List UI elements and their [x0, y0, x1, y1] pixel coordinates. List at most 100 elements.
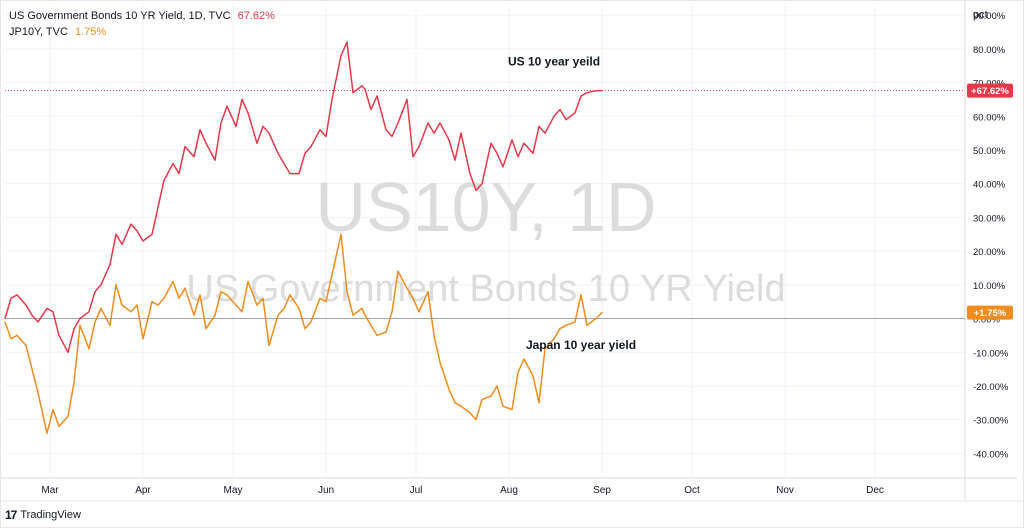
us10y-data-point [481, 183, 483, 185]
us10y-data-point [79, 317, 81, 320]
us10y-data-point [10, 297, 12, 299]
watermark: US10Y, 1D US Government Bonds 10 YR Yiel… [186, 168, 785, 310]
us10y-data-point [130, 223, 132, 225]
x-tick-label: Sep [593, 485, 611, 496]
us10y-data-point [289, 173, 291, 175]
jp10y-data-point [31, 368, 33, 370]
jp10y-data-point [184, 287, 186, 289]
legend-jp10y-value: 1.75% [74, 26, 107, 38]
us10y-data-point [397, 122, 399, 124]
jp10y-data-point [502, 405, 504, 407]
us10y-data-point [58, 334, 60, 336]
y-tick-label: -40.00% [973, 449, 1009, 460]
y-tick-label: 90.00% [973, 11, 1006, 22]
us10y-data-point [454, 159, 456, 161]
us10y-data-point [352, 92, 354, 94]
jp10y-data-point [475, 419, 477, 421]
jp10y-data-point [352, 314, 354, 316]
y-tick-label: -30.00% [973, 416, 1009, 427]
jp10y-data-point [325, 301, 327, 303]
jp10y-data-point [193, 314, 195, 316]
jp10y-data-point [262, 297, 264, 299]
jp10y-data-point [544, 348, 546, 350]
us10y-data-point [553, 115, 555, 117]
series [4, 41, 603, 434]
jp10y-data-point [109, 324, 111, 326]
us10y-data-point [580, 95, 582, 97]
price-labels: +67.62% +1.75% [967, 83, 1013, 320]
jp10y-data-point [25, 344, 27, 347]
jp10y-data-point [220, 291, 222, 293]
us10y-data-point [109, 264, 111, 266]
jp10y-data-point [247, 280, 249, 283]
gridlines [5, 5, 965, 477]
jp10y-data-point [4, 321, 6, 323]
jp10y-data-point [52, 409, 54, 411]
us10y-data-point [595, 90, 597, 92]
x-tick-label: Oct [684, 485, 700, 496]
legend-us10y-value: 67.62% [237, 10, 275, 22]
jp10y-data-point [538, 402, 540, 404]
y-tick-label: 20.00% [973, 247, 1006, 258]
us10y-data-point [283, 162, 285, 165]
x-tick-label: Aug [500, 485, 518, 496]
jp10y-data-point [79, 324, 81, 326]
jp10y-data-point [469, 412, 471, 414]
us10y-data-point [298, 173, 300, 175]
jp10y-data-point [205, 328, 207, 330]
jp10y-data-point [319, 297, 321, 299]
legend-us10y[interactable]: US Government Bonds 10 YR Yield, 1D, TVC… [9, 10, 275, 22]
jp10y-data-point [277, 314, 279, 316]
jp10y-data-point [16, 334, 18, 336]
jp10y-data-point [559, 328, 561, 330]
jp10y-data-point [412, 297, 414, 299]
y-tick-label: 60.00% [973, 112, 1006, 123]
us10y-data-point [361, 85, 363, 87]
us10y-data-point [538, 125, 540, 127]
jp10y-data-point [331, 274, 333, 276]
us10y-price-label-box [967, 83, 1013, 98]
us10y-data-point [391, 135, 393, 138]
x-tick-label: Mar [41, 485, 59, 496]
us10y-data-point [88, 311, 90, 313]
x-tick-label: Dec [866, 485, 884, 496]
jp10y-data-point [346, 291, 348, 293]
jp10y-data-point [517, 371, 519, 374]
us10y-data-point [52, 311, 54, 313]
us10y-data-point [574, 112, 576, 114]
us10y-data-point [490, 142, 492, 144]
us10y-data-point [205, 142, 207, 144]
us10y-data-point [37, 321, 39, 323]
y-tick-label: 30.00% [973, 213, 1006, 224]
us10y-data-point [115, 233, 117, 235]
jp10y-data-point [565, 324, 567, 326]
us10y-data-point [586, 92, 588, 94]
tradingview-logo-icon: 17 [5, 508, 17, 522]
us10y-data-point [310, 146, 312, 148]
legend-jp10y[interactable]: JP10Y, TVC 1.75% [9, 26, 106, 38]
jp10y-data-point [172, 280, 174, 283]
jp10y-data-point [130, 311, 132, 313]
us10y-data-point [370, 108, 372, 111]
us10y-data-point [235, 125, 237, 127]
us10y-data-point [565, 119, 567, 121]
brand[interactable]: 17 TradingView [5, 508, 81, 522]
us10y-data-point [319, 129, 321, 131]
jp10y-data-point [199, 294, 201, 296]
jp10y-data-point [163, 297, 165, 299]
us10y-data-point [256, 142, 258, 144]
jp10y-data-point [496, 385, 498, 387]
annotations: US 10 year yeild Japan 10 year yield [508, 55, 636, 352]
us10y-data-point [412, 156, 414, 158]
us10y-data-point [460, 132, 462, 134]
us10y-data-point [199, 129, 201, 131]
y-tick-label: -20.00% [973, 382, 1009, 393]
jp10y-price-label: +1.75% [974, 308, 1007, 319]
jp10y-data-point [67, 415, 69, 417]
jp10y-data-point [304, 328, 306, 330]
us10y-data-point [178, 173, 180, 175]
jp10y-data-point [418, 311, 420, 313]
jp10y-data-point [595, 317, 597, 320]
us10y-data-point [136, 230, 138, 232]
